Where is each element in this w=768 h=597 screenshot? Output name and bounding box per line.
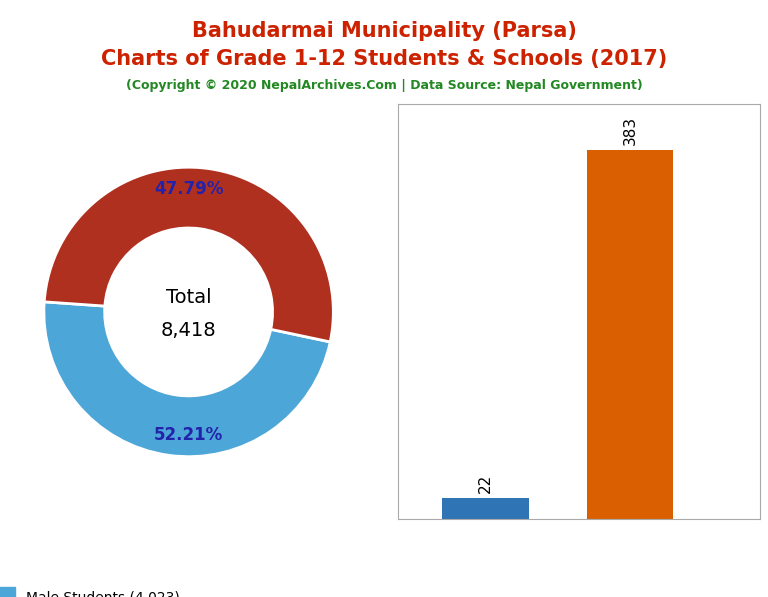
Text: (Copyright © 2020 NepalArchives.Com | Data Source: Nepal Government): (Copyright © 2020 NepalArchives.Com | Da… — [126, 79, 642, 92]
Legend: Male Students (4,023), Female Students (4,395): Male Students (4,023), Female Students (… — [0, 583, 201, 597]
Text: 52.21%: 52.21% — [154, 426, 223, 444]
Text: 383: 383 — [623, 116, 637, 145]
Text: 22: 22 — [478, 474, 493, 493]
Text: 8,418: 8,418 — [161, 321, 217, 340]
Wedge shape — [44, 302, 330, 457]
Text: Charts of Grade 1-12 Students & Schools (2017): Charts of Grade 1-12 Students & Schools … — [101, 49, 667, 69]
Text: Bahudarmai Municipality (Parsa): Bahudarmai Municipality (Parsa) — [191, 21, 577, 41]
Bar — [442, 498, 528, 519]
Text: 47.79%: 47.79% — [154, 180, 223, 198]
Wedge shape — [45, 167, 333, 342]
Text: Total: Total — [166, 288, 211, 307]
Bar — [587, 150, 674, 519]
